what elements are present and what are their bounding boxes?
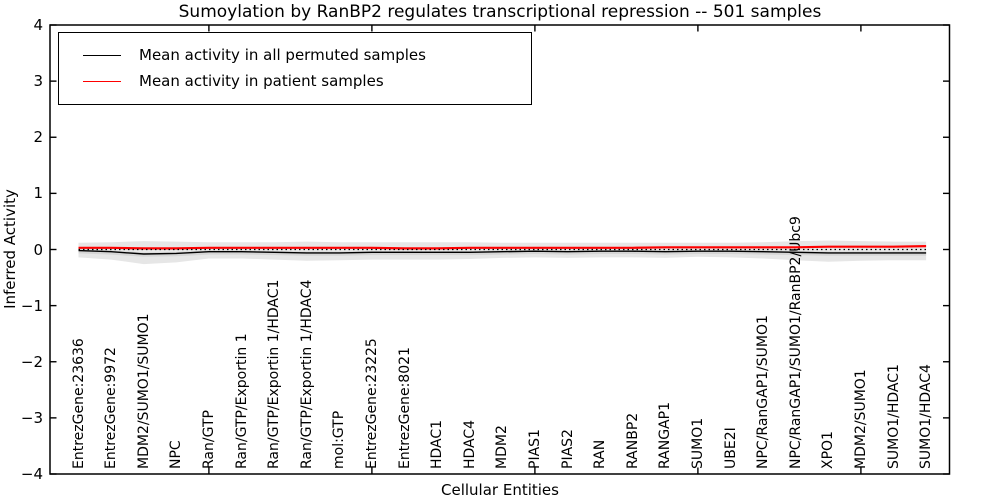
y-tick-label: −2 xyxy=(20,352,43,371)
y-tick-label: −1 xyxy=(20,296,43,315)
y-tick-label: 4 xyxy=(33,16,43,34)
legend-label: Mean activity in patient samples xyxy=(139,72,384,90)
y-tick-label: 0 xyxy=(33,240,43,259)
legend-entry-permuted: Mean activity in all permuted samples xyxy=(71,42,519,68)
x-axis-label: Cellular Entities xyxy=(441,481,559,499)
mean-permuted-line xyxy=(78,249,927,255)
legend-entry-patient: Mean activity in patient samples xyxy=(71,68,519,94)
y-tick-label: 2 xyxy=(33,128,43,147)
legend-line-red-icon xyxy=(83,80,121,82)
y-tick-label: −4 xyxy=(20,465,43,483)
y-tick-label: 1 xyxy=(33,184,43,203)
y-tick-label: 3 xyxy=(33,72,43,91)
mean-patient-line xyxy=(78,245,927,250)
legend: Mean activity in all permuted samples Me… xyxy=(58,32,532,105)
legend-label: Mean activity in all permuted samples xyxy=(139,46,426,64)
chart-title: Sumoylation by RanBP2 regulates transcri… xyxy=(178,2,822,22)
legend-line-black-icon xyxy=(83,54,121,56)
y-tick-label: −3 xyxy=(20,408,43,427)
